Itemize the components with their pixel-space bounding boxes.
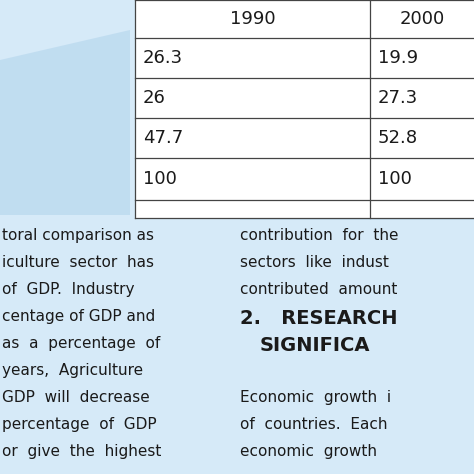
Text: 26: 26 (143, 89, 166, 107)
Text: percentage  of  GDP: percentage of GDP (2, 417, 156, 432)
Text: years,  Agriculture: years, Agriculture (2, 363, 143, 378)
Text: or  give  the  highest: or give the highest (2, 444, 161, 459)
Text: centage of GDP and: centage of GDP and (2, 309, 155, 324)
Text: 2000: 2000 (400, 10, 445, 28)
Text: 47.7: 47.7 (143, 129, 183, 147)
Text: GDP  will  decrease: GDP will decrease (2, 390, 150, 405)
Text: 1990: 1990 (230, 10, 275, 28)
Text: 26.3: 26.3 (143, 49, 183, 67)
Text: of  GDP.  Industry: of GDP. Industry (2, 282, 135, 297)
Text: sectors  like  indust: sectors like indust (240, 255, 389, 270)
Bar (135, 0, 474, 218)
Polygon shape (0, 30, 130, 215)
Polygon shape (240, 80, 474, 220)
Text: contribution  for  the: contribution for the (240, 228, 399, 243)
Text: economic  growth: economic growth (240, 444, 377, 459)
Text: 27.3: 27.3 (378, 89, 418, 107)
Text: 100: 100 (378, 170, 412, 188)
Text: of  countries.  Each: of countries. Each (240, 417, 388, 432)
Text: 52.8: 52.8 (378, 129, 418, 147)
Text: toral comparison as: toral comparison as (2, 228, 154, 243)
Text: SIGNIFICA: SIGNIFICA (260, 336, 371, 355)
Text: 2.   RESEARCH: 2. RESEARCH (240, 309, 398, 328)
Text: as  a  percentage  of: as a percentage of (2, 336, 160, 351)
Text: 100: 100 (143, 170, 177, 188)
Text: 19.9: 19.9 (378, 49, 418, 67)
Text: iculture  sector  has: iculture sector has (2, 255, 154, 270)
Text: Economic  growth  i: Economic growth i (240, 390, 391, 405)
Text: contributed  amount: contributed amount (240, 282, 397, 297)
